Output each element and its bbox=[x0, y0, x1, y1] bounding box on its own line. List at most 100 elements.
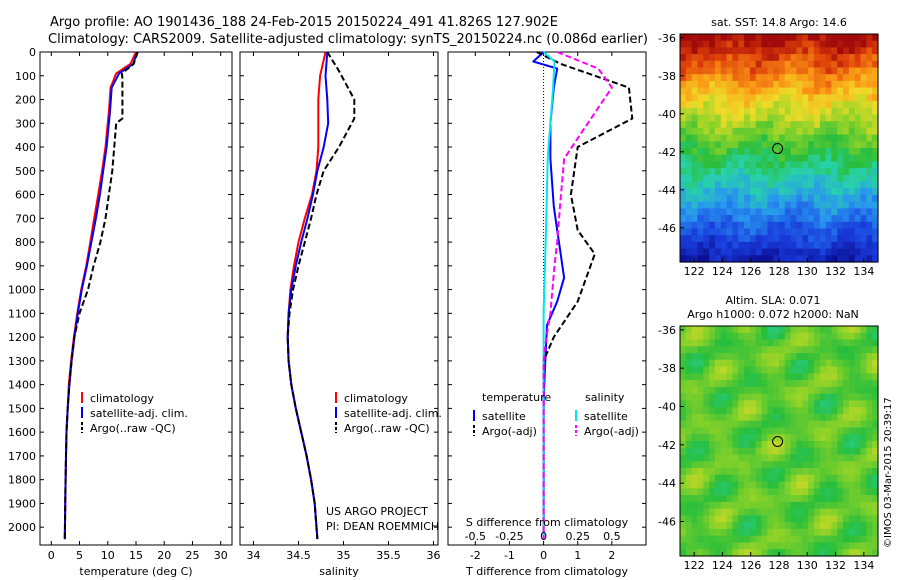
map-cell bbox=[749, 373, 757, 381]
map-cell bbox=[831, 215, 838, 223]
map-cell bbox=[680, 535, 687, 544]
map-cell bbox=[714, 366, 722, 374]
map-cell bbox=[796, 114, 803, 122]
map-cell bbox=[691, 359, 698, 368]
map-cell bbox=[796, 454, 803, 462]
map-cell bbox=[720, 235, 728, 243]
map-cell bbox=[854, 80, 862, 89]
map-cell bbox=[779, 501, 786, 510]
map-cell bbox=[685, 248, 693, 256]
map-cell bbox=[749, 60, 757, 69]
map-cell bbox=[866, 468, 873, 476]
map-cell bbox=[738, 441, 745, 449]
map-cell bbox=[819, 542, 827, 550]
map-cell bbox=[680, 168, 687, 176]
map-cell bbox=[744, 80, 751, 89]
map-cell bbox=[680, 332, 687, 341]
map-cell bbox=[761, 221, 768, 230]
map-cell bbox=[831, 134, 838, 142]
map-cell bbox=[813, 148, 821, 156]
map-cell bbox=[697, 107, 704, 116]
map-cell bbox=[744, 188, 751, 196]
map-cell bbox=[825, 114, 832, 122]
map-cell bbox=[813, 447, 821, 456]
map-cell bbox=[720, 549, 728, 557]
map-cell bbox=[802, 501, 809, 510]
map-cell bbox=[837, 346, 844, 354]
map-cell bbox=[691, 353, 698, 361]
map-cell bbox=[779, 34, 786, 42]
map-cell bbox=[790, 434, 797, 442]
map-cell bbox=[843, 121, 850, 129]
map-cell bbox=[837, 326, 844, 334]
map-cell bbox=[720, 188, 728, 196]
map-title: sat. SST: 14.8 Argo: 14.6 bbox=[711, 16, 847, 29]
map-cell bbox=[755, 141, 763, 149]
map-cell bbox=[703, 47, 710, 55]
map-cell bbox=[872, 454, 879, 462]
map-cell bbox=[802, 515, 809, 523]
map-cell bbox=[732, 407, 739, 415]
map-cell bbox=[749, 67, 757, 75]
map-cell bbox=[808, 481, 815, 489]
imos-side-label: ©IMOS 03-Mar-2015 20:39:17 bbox=[883, 397, 894, 548]
map-cell bbox=[866, 154, 873, 162]
map-cell bbox=[819, 60, 827, 69]
map-cell bbox=[854, 386, 862, 395]
map-cell bbox=[714, 80, 722, 89]
map-cell bbox=[732, 468, 739, 476]
map-cell bbox=[872, 54, 879, 62]
map-cell bbox=[749, 515, 757, 523]
map-cell bbox=[767, 359, 774, 368]
map-cell bbox=[773, 332, 780, 341]
map-cell bbox=[790, 54, 797, 62]
map-cell bbox=[726, 154, 733, 162]
map-cell bbox=[848, 393, 856, 401]
map-cell bbox=[761, 353, 768, 361]
map-cell bbox=[866, 141, 873, 149]
map-cell bbox=[819, 427, 827, 435]
map-cell bbox=[703, 40, 710, 48]
x-axis-label: temperature (deg C) bbox=[79, 565, 192, 578]
map-cell bbox=[825, 454, 832, 462]
map-cell bbox=[703, 474, 710, 483]
map-cell bbox=[808, 447, 815, 456]
map-cell bbox=[784, 400, 792, 408]
map-cell bbox=[761, 474, 768, 483]
map-cell bbox=[837, 393, 844, 401]
map-cell bbox=[680, 134, 687, 142]
map-cell bbox=[825, 181, 832, 189]
map-cell bbox=[726, 228, 733, 236]
map-cell bbox=[744, 134, 751, 142]
map-cell bbox=[749, 168, 757, 176]
map-cell bbox=[744, 241, 751, 250]
map-cell bbox=[697, 67, 704, 75]
map-cell bbox=[744, 221, 751, 230]
map-cell bbox=[808, 542, 815, 550]
map-cell bbox=[738, 141, 745, 149]
map-cell bbox=[680, 60, 687, 69]
map-cell bbox=[819, 188, 827, 196]
map-cell bbox=[714, 87, 722, 95]
map-cell bbox=[738, 194, 745, 203]
map-cell bbox=[819, 495, 827, 503]
map-cell bbox=[767, 420, 774, 429]
map-cell bbox=[837, 134, 844, 142]
map-cell bbox=[860, 353, 867, 361]
map-cell bbox=[843, 542, 850, 550]
map-cell bbox=[697, 447, 704, 456]
map-cell bbox=[744, 47, 751, 55]
map-cell bbox=[819, 420, 827, 429]
map-cell bbox=[680, 221, 687, 230]
map-cell bbox=[848, 94, 856, 102]
map-cell bbox=[808, 373, 815, 381]
map-cell bbox=[796, 373, 803, 381]
map-cell bbox=[790, 181, 797, 189]
map-cell bbox=[703, 54, 710, 62]
map-cell bbox=[767, 40, 774, 48]
map-cell bbox=[860, 235, 867, 243]
map-cell bbox=[825, 407, 832, 415]
map-cell bbox=[714, 67, 722, 75]
map-cell bbox=[854, 528, 862, 537]
map-cell bbox=[860, 454, 867, 462]
